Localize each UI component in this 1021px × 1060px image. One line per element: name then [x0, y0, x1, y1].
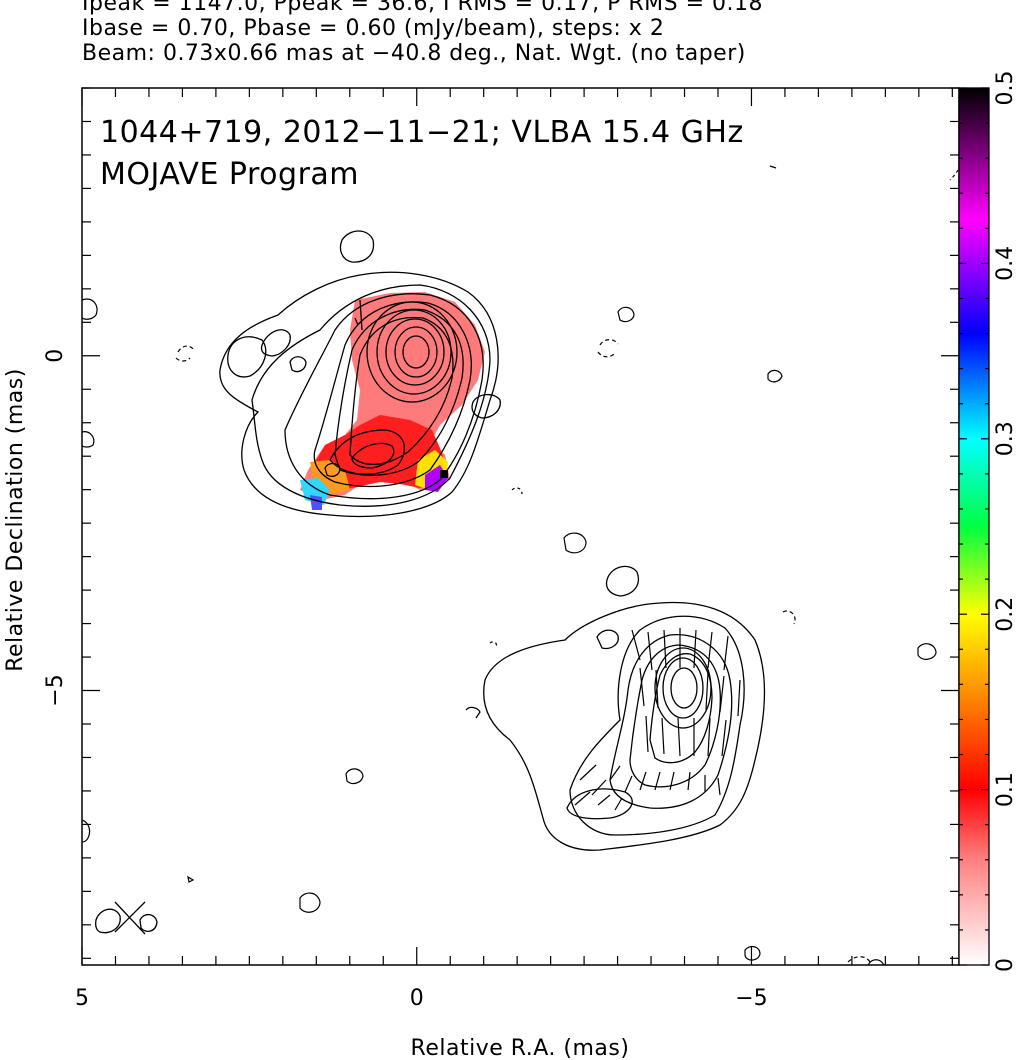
x-tick-label: 0	[410, 986, 424, 1011]
x-tick-label: 5	[75, 986, 89, 1011]
colorbar-label: 0	[993, 958, 1018, 972]
x-tick-label: −5	[735, 986, 767, 1011]
polarization-pixels	[300, 292, 485, 510]
x-axis-title: Relative R.A. (mas)	[411, 1036, 630, 1060]
y-axis-title: Relative Declination (mas)	[3, 368, 28, 672]
y-tick-labels: 0 −5	[43, 349, 68, 707]
polarization-vectors	[574, 628, 741, 811]
chart-title: 1044+719, 2012−11−21; VLBA 15.4 GHz	[100, 115, 744, 150]
colorbar-label: 0.3	[993, 421, 1018, 456]
colorbar-label: 0.5	[993, 71, 1018, 106]
colorbar-label: 0.1	[993, 772, 1018, 807]
chart-subtitle: MOJAVE Program	[100, 157, 359, 192]
header-line-2: Ibase = 0.70, Pbase = 0.60 (mJy/beam), s…	[82, 16, 665, 41]
plot-frame	[81, 87, 960, 966]
x-tick-labels: 5 0 −5	[75, 986, 768, 1011]
header-line-1: Ipeak = 1147.0, Ppeak = 36.6, I RMS = 0.…	[82, 0, 763, 16]
colorbar-labels: 0 0.1 0.2 0.3 0.4 0.5	[993, 71, 1018, 973]
colorbar	[958, 87, 990, 966]
noise-contours	[82, 165, 959, 965]
header-line-3: Beam: 0.73x0.66 mas at −40.8 deg., Nat. …	[82, 41, 746, 66]
beam-marker	[94, 901, 158, 935]
jet-contours	[465, 565, 766, 851]
y-tick-label: −5	[43, 674, 68, 706]
colorbar-label: 0.2	[993, 597, 1018, 632]
colorbar-label: 0.4	[993, 246, 1018, 281]
core-contours	[219, 230, 501, 518]
colorbar-ticks	[959, 87, 989, 966]
map-content	[82, 165, 959, 965]
y-tick-label: 0	[43, 349, 68, 363]
frame-ticks	[81, 87, 959, 965]
